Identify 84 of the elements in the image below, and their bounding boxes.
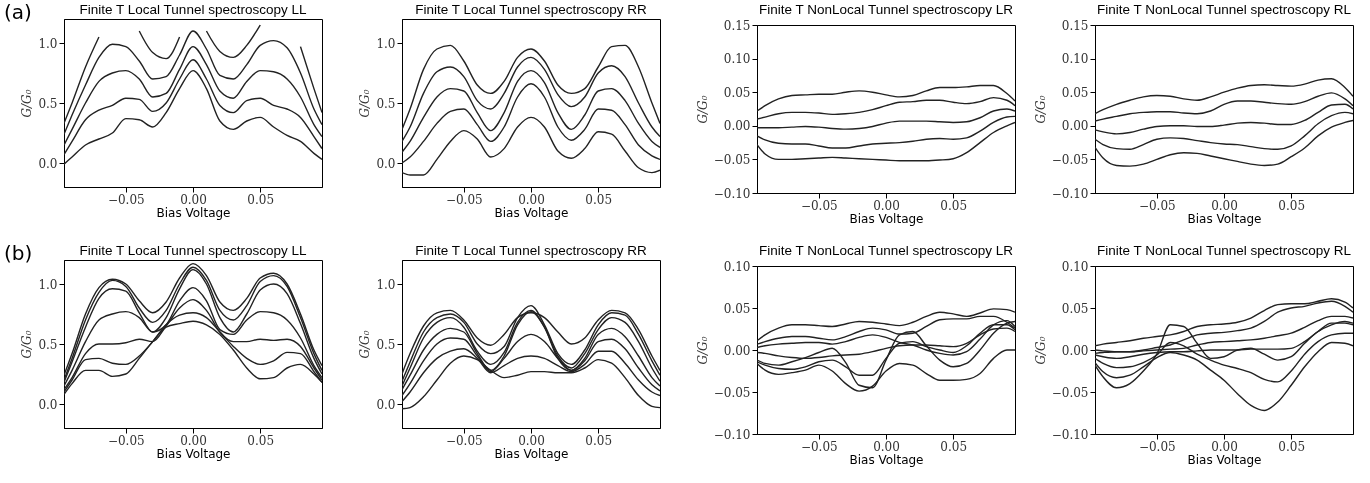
x-axis-title: Bias Voltage bbox=[1187, 211, 1262, 226]
chart-title: Finite T Local Tunnel spectroscopy RR bbox=[415, 1, 647, 17]
y-tick-label: 0.5 bbox=[376, 96, 396, 111]
x-tick-label: 0.05 bbox=[585, 433, 613, 448]
x-tick-label: 0.00 bbox=[873, 439, 900, 454]
y-tick-label: 1.0 bbox=[376, 36, 396, 51]
text: (a) bbox=[4, 0, 32, 24]
x-axis-title: Bias Voltage bbox=[156, 446, 231, 461]
chart-title: Finite T NonLocal Tunnel spectroscopy LR bbox=[759, 242, 1014, 258]
y-tick-label: −0.10 bbox=[713, 186, 751, 201]
x-tick-label: −0.05 bbox=[445, 433, 483, 448]
y-tick-label: −0.05 bbox=[713, 385, 751, 400]
y-tick-label: −0.10 bbox=[1051, 186, 1089, 201]
x-axis-title: Bias Voltage bbox=[156, 205, 231, 220]
y-tick-label: 0.5 bbox=[38, 96, 58, 111]
y-axis-title: G/G₀ bbox=[358, 330, 373, 359]
y-tick-label: 1.0 bbox=[38, 36, 58, 51]
y-axis-title: G/G₀ bbox=[20, 330, 35, 359]
x-tick-label: −0.05 bbox=[445, 192, 483, 207]
y-tick-label: −0.05 bbox=[1051, 385, 1089, 400]
x-tick-label: −0.05 bbox=[107, 192, 145, 207]
y-axis-title: G/G₀ bbox=[695, 336, 710, 365]
x-tick-label: 0.00 bbox=[873, 198, 900, 213]
text: (b) bbox=[4, 241, 33, 265]
y-tick-label: −0.05 bbox=[1051, 152, 1089, 167]
x-axis-title: Bias Voltage bbox=[1187, 452, 1262, 467]
x-tick-label: 0.05 bbox=[1278, 198, 1306, 213]
y-tick-label: 0.0 bbox=[38, 397, 58, 412]
y-tick-label: 0.05 bbox=[1061, 301, 1089, 316]
y-tick-label: −0.05 bbox=[713, 152, 751, 167]
x-tick-label: −0.05 bbox=[1138, 198, 1176, 213]
x-tick-label: 0.00 bbox=[1211, 198, 1238, 213]
y-tick-label: 0.00 bbox=[723, 119, 751, 134]
y-tick-label: 0.15 bbox=[723, 18, 751, 33]
x-tick-label: 0.00 bbox=[180, 192, 207, 207]
chart-title: Finite T Local Tunnel spectroscopy LL bbox=[79, 242, 307, 258]
y-tick-label: 0.15 bbox=[1061, 18, 1089, 33]
y-tick-label: 0.00 bbox=[723, 343, 751, 358]
y-tick-label: 0.0 bbox=[38, 156, 58, 171]
y-tick-label: 0.10 bbox=[1061, 52, 1089, 67]
y-tick-label: 0.5 bbox=[38, 337, 58, 352]
x-tick-label: 0.05 bbox=[585, 192, 613, 207]
x-axis-title: Bias Voltage bbox=[849, 211, 924, 226]
x-tick-label: 0.05 bbox=[940, 439, 968, 454]
y-tick-label: 1.0 bbox=[376, 277, 396, 292]
x-tick-label: 0.05 bbox=[1278, 439, 1306, 454]
x-tick-label: 0.05 bbox=[940, 198, 968, 213]
y-tick-label: −0.10 bbox=[713, 427, 751, 442]
y-tick-label: 0.00 bbox=[1061, 119, 1089, 134]
x-axis-title: Bias Voltage bbox=[494, 205, 569, 220]
x-tick-label: 0.00 bbox=[1211, 439, 1238, 454]
y-tick-label: 0.5 bbox=[376, 337, 396, 352]
x-axis-title: Bias Voltage bbox=[849, 452, 924, 467]
x-tick-label: −0.05 bbox=[1138, 439, 1176, 454]
y-axis-title: G/G₀ bbox=[1033, 95, 1048, 124]
x-tick-label: 0.00 bbox=[518, 433, 545, 448]
y-tick-label: 1.0 bbox=[38, 277, 58, 292]
chart-title: Finite T Local Tunnel spectroscopy RR bbox=[415, 242, 647, 258]
chart-title: Finite T NonLocal Tunnel spectroscopy RL bbox=[1097, 242, 1352, 258]
y-axis-title: G/G₀ bbox=[1033, 336, 1048, 365]
y-axis-title: G/G₀ bbox=[20, 89, 35, 118]
chart-title: Finite T NonLocal Tunnel spectroscopy RL bbox=[1097, 1, 1352, 17]
x-tick-label: 0.00 bbox=[518, 192, 545, 207]
x-tick-label: 0.05 bbox=[247, 433, 275, 448]
y-tick-label: 0.05 bbox=[723, 301, 751, 316]
y-tick-label: 0.05 bbox=[723, 85, 751, 100]
x-tick-label: 0.05 bbox=[247, 192, 275, 207]
x-axis-title: Bias Voltage bbox=[494, 446, 569, 461]
x-tick-label: 0.00 bbox=[180, 433, 207, 448]
x-tick-label: −0.05 bbox=[800, 198, 838, 213]
y-tick-label: 0.10 bbox=[723, 259, 751, 274]
x-tick-label: −0.05 bbox=[800, 439, 838, 454]
y-axis-title: G/G₀ bbox=[358, 89, 373, 118]
y-tick-label: 0.0 bbox=[376, 156, 396, 171]
y-tick-label: 0.0 bbox=[376, 397, 396, 412]
y-tick-label: −0.10 bbox=[1051, 427, 1089, 442]
chart-title: Finite T NonLocal Tunnel spectroscopy LR bbox=[759, 1, 1014, 17]
x-tick-label: −0.05 bbox=[107, 433, 145, 448]
y-tick-label: 0.10 bbox=[1061, 259, 1089, 274]
y-tick-label: 0.10 bbox=[723, 52, 751, 67]
y-axis-title: G/G₀ bbox=[695, 95, 710, 124]
chart-title: Finite T Local Tunnel spectroscopy LL bbox=[79, 1, 307, 17]
y-tick-label: 0.00 bbox=[1061, 343, 1089, 358]
y-tick-label: 0.05 bbox=[1061, 85, 1089, 100]
